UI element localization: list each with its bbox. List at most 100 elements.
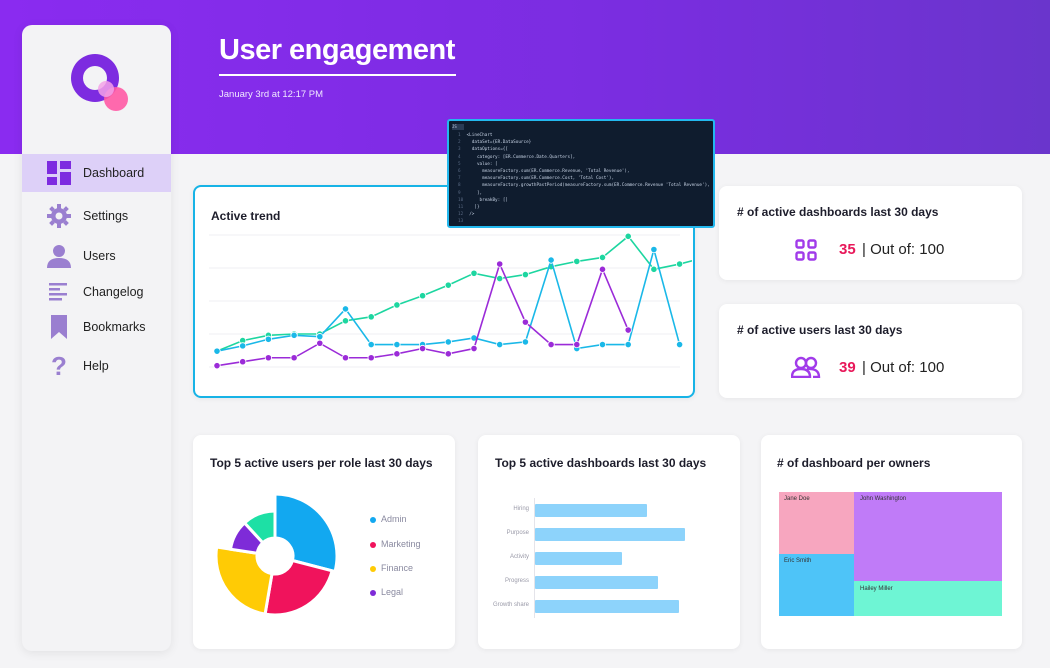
trend-point-series-cyan[interactable] xyxy=(367,340,375,349)
trend-point-series-purple[interactable] xyxy=(444,350,452,358)
trend-point-series-cyan[interactable] xyxy=(264,335,273,343)
code-line: 8 measureFactory.growthPastPeriod(measur… xyxy=(458,183,710,189)
treemap-label: Hailey Miller xyxy=(860,586,893,592)
code-line: 1 <LineChart xyxy=(458,133,493,138)
trend-point-series-green[interactable] xyxy=(444,281,452,289)
trend-point-series-purple[interactable] xyxy=(547,340,555,349)
treemap-cell-eric-smith[interactable]: Eric Smith xyxy=(779,554,854,616)
sidebar-item-help[interactable]: ? Help xyxy=(22,347,171,385)
code-line: 12/> xyxy=(458,212,475,218)
trend-point-series-green[interactable] xyxy=(624,232,632,240)
trend-point-series-purple[interactable] xyxy=(239,358,247,366)
trend-point-series-green[interactable] xyxy=(573,257,581,266)
trend-point-series-purple[interactable] xyxy=(598,265,607,273)
sidebar-item-settings[interactable]: Settings xyxy=(22,197,171,235)
treemap-cell-john-washington[interactable]: John Washington xyxy=(854,492,1002,581)
trend-point-series-purple[interactable] xyxy=(470,344,478,353)
trend-point-series-green[interactable] xyxy=(470,269,478,277)
code-snippet-panel: JS 1 <LineChart 2 dataSet={ER.DataSource} 3… xyxy=(447,119,715,228)
treemap-label: John Washington xyxy=(860,496,907,502)
stat-out-of: | Out of: 100 xyxy=(862,359,945,376)
dashboard-icon xyxy=(46,160,72,186)
trend-point-series-cyan[interactable] xyxy=(547,256,555,264)
active-trend-chart xyxy=(209,232,692,370)
trend-point-series-purple[interactable] xyxy=(496,260,504,268)
bookmark-icon xyxy=(46,314,72,340)
trend-point-series-purple[interactable] xyxy=(264,354,273,362)
sidebar-item-dashboard[interactable]: Dashboard xyxy=(22,154,171,192)
trend-point-series-cyan[interactable] xyxy=(624,340,632,349)
sidebar-item-label: Bookmarks xyxy=(83,320,146,334)
code-line: 2 dataSet={ER.DataSource} xyxy=(458,140,532,146)
bar-progress[interactable] xyxy=(535,576,659,589)
trend-point-series-green[interactable] xyxy=(496,274,504,283)
trend-point-series-cyan[interactable] xyxy=(650,245,658,254)
trend-point-series-purple[interactable] xyxy=(419,344,427,353)
trend-point-series-cyan[interactable] xyxy=(521,338,529,346)
stat-out-of: | Out of: 100 xyxy=(862,241,945,258)
trend-point-series-cyan[interactable] xyxy=(393,340,401,349)
trend-point-series-cyan[interactable] xyxy=(290,331,298,339)
donut-slice-other[interactable] xyxy=(242,509,277,545)
trend-point-series-green[interactable] xyxy=(650,265,658,273)
trend-point-series-cyan[interactable] xyxy=(239,342,247,350)
trend-point-series-purple[interactable] xyxy=(624,326,632,334)
sidebar-item-label: Dashboard xyxy=(83,166,145,180)
sidebar-item-changelog[interactable]: Changelog xyxy=(22,273,171,311)
gear-icon xyxy=(46,203,72,229)
roles-card: Top 5 active users per role last 30 days… xyxy=(193,435,455,649)
trend-point-series-cyan[interactable] xyxy=(444,338,452,346)
logo-icon[interactable] xyxy=(66,47,130,117)
title-underline xyxy=(219,74,456,76)
trend-point-series-cyan[interactable] xyxy=(213,347,221,355)
treemap-cell-hailey-miller[interactable]: Hailey Miller xyxy=(854,581,1002,616)
code-line: 4 category: [ER.Commerce.Date.Quarters], xyxy=(458,154,576,160)
trend-point-series-cyan[interactable] xyxy=(341,305,350,313)
trend-point-series-green[interactable] xyxy=(675,260,684,268)
trend-point-series-purple[interactable] xyxy=(521,318,529,326)
donut-slice-admin[interactable] xyxy=(273,492,339,574)
stat-title: # of active dashboards last 30 days xyxy=(737,205,939,219)
active-trend-card: Active trend xyxy=(193,185,695,398)
bar-purpose[interactable] xyxy=(535,528,686,541)
trend-point-series-purple[interactable] xyxy=(393,350,401,358)
sidebar-item-label: Users xyxy=(83,249,116,263)
bar-label: Growth share xyxy=(492,602,529,608)
stat-value: 35 xyxy=(839,241,856,258)
treemap-cell-jane-doe[interactable]: Jane Doe xyxy=(779,492,854,554)
code-tab[interactable]: JS xyxy=(452,124,464,130)
legend-admin: Admin xyxy=(381,514,407,524)
trend-point-series-purple[interactable] xyxy=(341,354,350,362)
trend-point-series-purple[interactable] xyxy=(316,339,324,347)
trend-point-series-purple[interactable] xyxy=(573,340,581,349)
legend-finance: Finance xyxy=(381,563,414,573)
sidebar-item-label: Changelog xyxy=(83,285,144,299)
sidebar-item-users[interactable]: Users xyxy=(22,237,171,275)
stat-title: # of active users last 30 days xyxy=(737,323,903,337)
trend-point-series-green[interactable] xyxy=(419,292,427,300)
code-line: 11 ]} xyxy=(458,205,480,210)
bar-activity[interactable] xyxy=(535,552,622,565)
legend-dot-admin xyxy=(370,517,376,523)
trend-point-series-cyan[interactable] xyxy=(316,333,324,341)
trend-point-series-purple[interactable] xyxy=(290,354,298,362)
trend-point-series-purple[interactable] xyxy=(213,362,221,370)
trend-point-series-green[interactable] xyxy=(521,271,529,279)
bar-hiring[interactable] xyxy=(535,504,648,517)
bar-growth-share[interactable] xyxy=(535,600,680,613)
stat-value: 39 xyxy=(839,359,856,376)
trend-point-series-cyan[interactable] xyxy=(675,340,684,349)
trend-point-series-green[interactable] xyxy=(393,301,401,309)
code-line: 5 value: [ xyxy=(458,161,498,167)
donut-slice-marketing[interactable] xyxy=(263,558,334,617)
donut-slice-finance[interactable] xyxy=(214,545,274,616)
trend-point-series-green[interactable] xyxy=(367,313,375,321)
trend-point-series-cyan[interactable] xyxy=(598,340,607,349)
sidebar-item-bookmarks[interactable]: Bookmarks xyxy=(22,308,171,346)
bar-label: Progress xyxy=(504,578,529,584)
stat-card-dashboards: # of active dashboards last 30 days 35 |… xyxy=(719,186,1022,280)
trend-point-series-cyan[interactable] xyxy=(496,340,504,349)
trend-point-series-purple[interactable] xyxy=(367,354,375,362)
trend-point-series-green[interactable] xyxy=(598,253,607,262)
trend-point-series-green[interactable] xyxy=(341,317,350,325)
